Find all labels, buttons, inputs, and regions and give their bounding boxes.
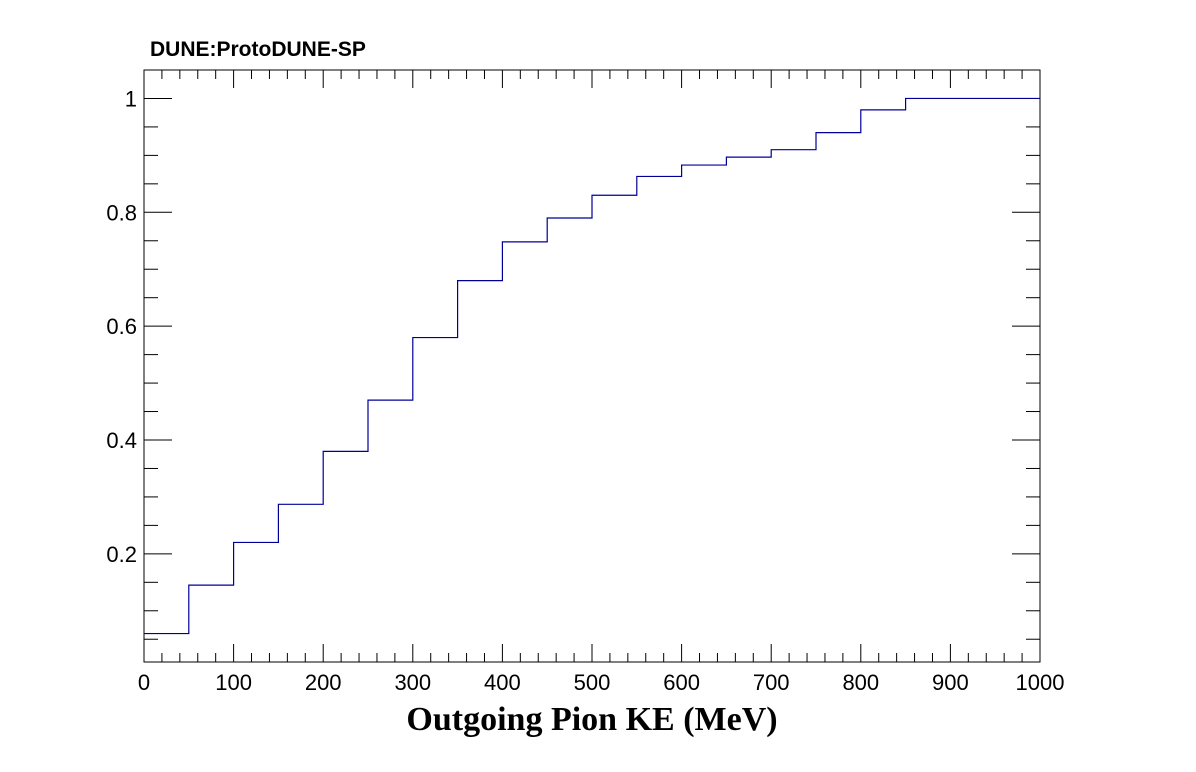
x-tick-label: 800 <box>842 670 879 695</box>
x-tick-label: 400 <box>484 670 521 695</box>
y-tick-label: 0.2 <box>106 542 137 567</box>
x-tick-label: 100 <box>215 670 252 695</box>
series-step-line <box>144 97 1040 635</box>
x-tick-label: 300 <box>394 670 431 695</box>
plot-frame <box>143 69 1041 663</box>
x-tick-label: 500 <box>574 670 611 695</box>
x-tick-label: 700 <box>753 670 790 695</box>
y-tick-label: 0.8 <box>106 200 137 225</box>
x-tick-label: 1000 <box>1016 670 1065 695</box>
y-tick-label: 0.4 <box>106 428 137 453</box>
x-tick-label: 900 <box>932 670 969 695</box>
y-axis: 0.2 0.4 0.6 0.8 1 <box>106 69 1040 640</box>
x-tick-label: 600 <box>663 670 700 695</box>
experiment-label: DUNE:ProtoDUNE-SP <box>150 38 366 61</box>
x-tick-label: 0 <box>138 670 150 695</box>
x-tick-label: 200 <box>305 670 342 695</box>
x-axis: 0 100 200 300 400 500 600 700 800 900 1000 <box>138 70 1065 695</box>
x-axis-title: Outgoing Pion KE (MeV) <box>406 701 777 738</box>
y-tick-label: 0.6 <box>106 314 137 339</box>
y-tick-label: 1 <box>125 86 137 111</box>
